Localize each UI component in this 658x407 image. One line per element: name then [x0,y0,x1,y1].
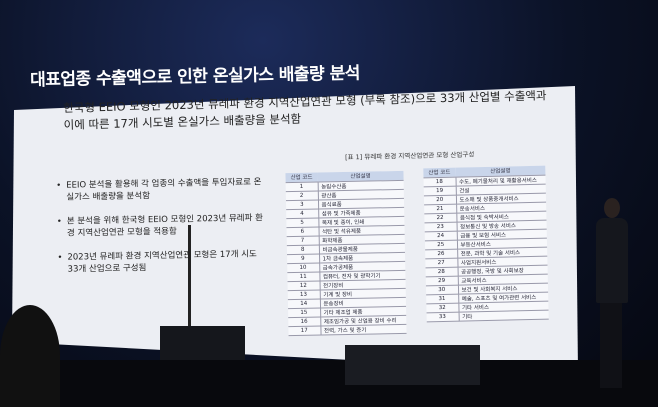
presenter-body [596,218,628,303]
industry-code: 17 [288,325,321,336]
microphone-stand [188,225,191,330]
table-row: 17 전력, 가스 및 증기 [288,323,407,336]
bullet-item: 2023년 뮤레파 환경 지역산업연관 모형은 17개 시도 33개 산업으로 … [57,248,267,276]
industry-desc: 전력, 가스 및 증기 [320,323,407,335]
audience-head [0,305,60,407]
floor-monitor [345,345,480,385]
presenter [592,198,632,388]
bullet-list: EEIO 분석을 활용해 각 업종의 수출액을 투입자료로 온실가스 배출량을 … [56,176,268,288]
industry-desc: 기타 [458,309,549,321]
industry-table-left: 산업 코드 산업설명 1 농림수산품 2 광산품 3 음식료품 4 섬유 및 가죽제품 5 목재 및 … [285,170,407,336]
bullet-item: 본 분석을 위해 한국형 EEIO 모형인 2023년 뮤레파 환경 지역산업연… [57,212,267,240]
industry-code: 33 [426,311,459,322]
presenter-legs [600,303,622,388]
bullet-item: EEIO 분석을 활용해 각 업종의 수출액을 투입자료로 온실가스 배출량을 … [56,176,266,204]
industry-table-right: 산업 코드 산업설명 18 수도, 폐기물처리 및 재활용서비스 19 건설 20 도소매 및… [423,165,549,322]
presenter-head [604,198,620,218]
stage-floor [0,360,658,407]
